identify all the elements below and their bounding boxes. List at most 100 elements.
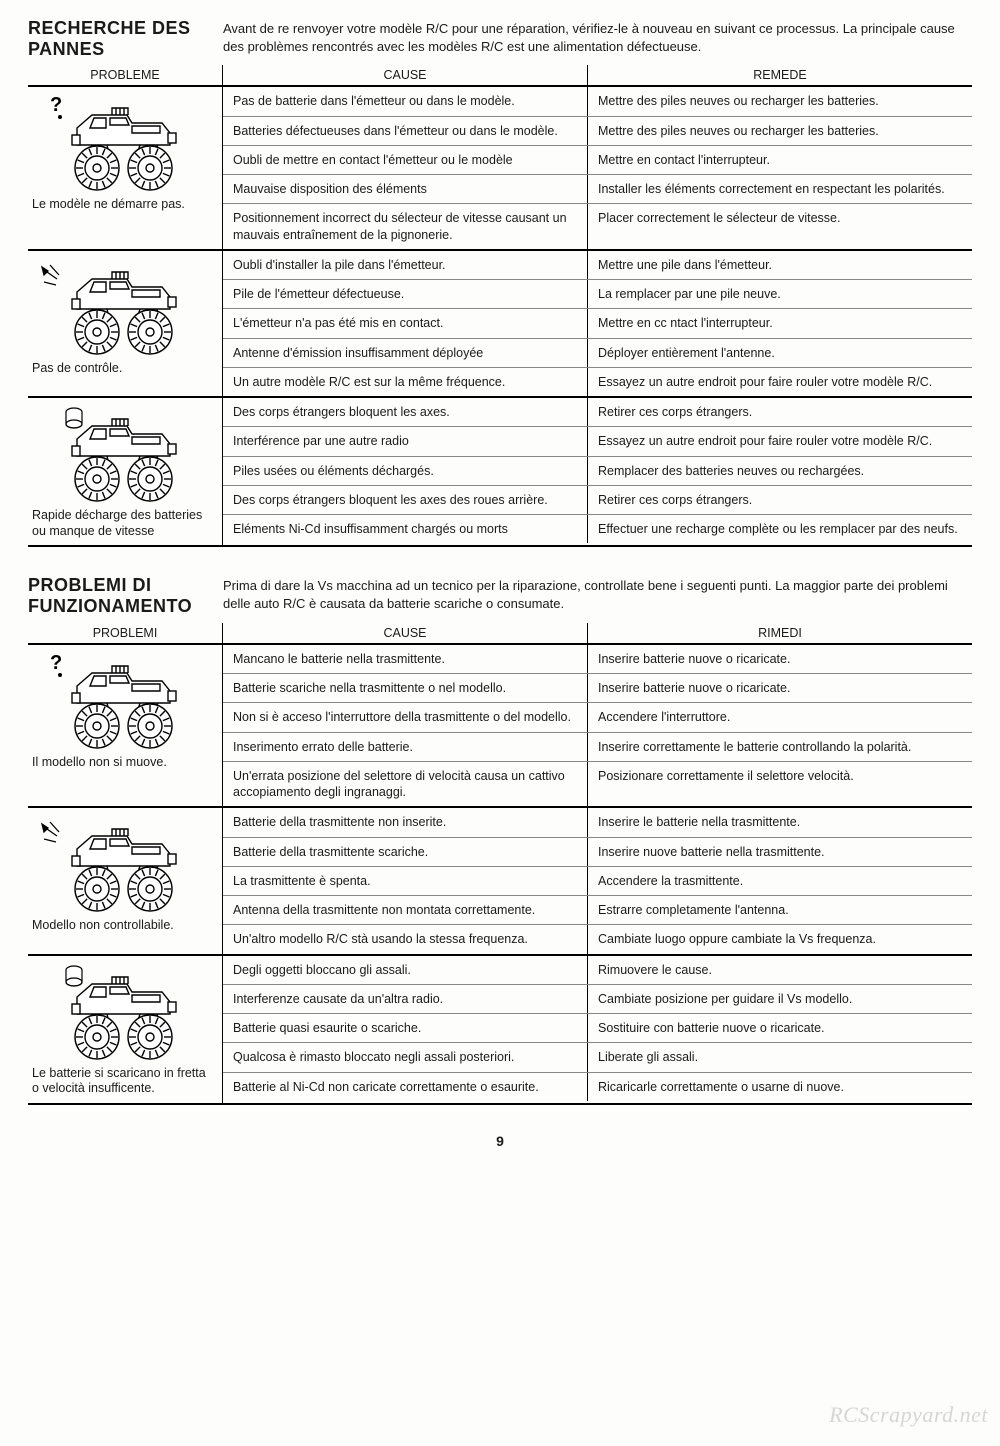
remedy-cell: Déployer entièrement l'antenne. (588, 339, 972, 367)
table-row: Mancano le batterie nella trasmittente. … (223, 645, 972, 674)
table-row: Batterie quasi esaurite o scariche. Sost… (223, 1014, 972, 1043)
cause-cell: Piles usées ou éléments déchargés. (223, 457, 588, 485)
table-row: Interferenze causate da un'altra radio. … (223, 985, 972, 1014)
remedy-cell: Estrarre completamente l'antenna. (588, 896, 972, 924)
truck-illustration (32, 814, 202, 914)
remedy-cell: Installer les éléments correctement en r… (588, 175, 972, 203)
truck-illustration (32, 962, 202, 1062)
cause-cell: Des corps étrangers bloquent les axes de… (223, 486, 588, 514)
cause-cell: Mauvaise disposition des éléments (223, 175, 588, 203)
remedy-cell: Mettre en cc ntact l'interrupteur. (588, 309, 972, 337)
cause-cell: Non si è acceso l'interruttore della tra… (223, 703, 588, 731)
cause-cell: Eléments Ni-Cd insuffisamment chargés ou… (223, 515, 588, 543)
column-headers: PROBLEME CAUSE REMEDE (28, 65, 972, 87)
problem-label: Le modèle ne démarre pas. (32, 197, 214, 213)
section-title: PROBLEMI DI FUNZIONAMENTO (28, 575, 223, 616)
header-remedy: RIMEDI (588, 623, 972, 643)
header-problem: PROBLEME (28, 65, 223, 85)
remedy-cell: Cambiate posizione per guidare il Vs mod… (588, 985, 972, 1013)
section-intro: Avant de re renvoyer votre modèle R/C po… (223, 18, 972, 55)
remedy-cell: Sostituire con batterie nuove o ricarica… (588, 1014, 972, 1042)
remedy-cell: Essayez un autre endroit pour faire roul… (588, 368, 972, 396)
cause-cell: Qualcosa è rimasto bloccato negli assali… (223, 1043, 588, 1071)
svg-text:?: ? (50, 94, 62, 116)
remedy-cell: Inserire le batterie nella trasmittente. (588, 808, 972, 836)
problem-cell: ? Le modèle ne démarre pas. (28, 87, 223, 249)
table-row: Pas de batterie dans l'émetteur ou dans … (223, 87, 972, 116)
cause-cell: Antenne d'émission insuffisamment déploy… (223, 339, 588, 367)
cause-cell: L'émetteur n'a pas été mis en contact. (223, 309, 588, 337)
header-remedy: REMEDE (588, 65, 972, 85)
problem-group: ? Le modèle ne démarre pas. Pas de batte… (28, 87, 972, 251)
problem-cell: Modello non controllabile. (28, 808, 223, 953)
table-row: Mauvaise disposition des éléments Instal… (223, 175, 972, 204)
remedy-cell: Inserire batterie nuove o ricaricate. (588, 674, 972, 702)
header-cause: CAUSE (223, 623, 588, 643)
table-row: Des corps étrangers bloquent les axes de… (223, 486, 972, 515)
truck-illustration: ? (32, 651, 202, 751)
remedy-cell: Accendere la trasmittente. (588, 867, 972, 895)
truck-illustration (32, 404, 202, 504)
cause-cell: Pile de l'émetteur défectueuse. (223, 280, 588, 308)
table-row: Eléments Ni-Cd insuffisamment chargés ou… (223, 515, 972, 543)
remedy-cell: Mettre en contact l'interrupteur. (588, 146, 972, 174)
cause-cell: Interferenze causate da un'altra radio. (223, 985, 588, 1013)
remedy-cell: Mettre une pile dans l'émetteur. (588, 251, 972, 279)
problem-label: Pas de contrôle. (32, 361, 214, 377)
problem-cell: Le batterie si scaricano in fretta o vel… (28, 956, 223, 1103)
table-row: L'émetteur n'a pas été mis en contact. M… (223, 309, 972, 338)
problem-cell: Rapide décharge des batteries ou manque … (28, 398, 223, 545)
watermark: RCScrapyard.net (829, 1402, 988, 1428)
remedy-cell: Remplacer des batteries neuves ou rechar… (588, 457, 972, 485)
cause-cell: Batterie scariche nella trasmittente o n… (223, 674, 588, 702)
cause-cell: Batterie della trasmittente non inserite… (223, 808, 588, 836)
problem-group: Modello non controllabile. Batterie dell… (28, 808, 972, 955)
remedy-cell: Cambiate luogo oppure cambiate la Vs fre… (588, 925, 972, 953)
table-row: Oubli d'installer la pile dans l'émetteu… (223, 251, 972, 280)
table-row: Batterie della trasmittente scariche. In… (223, 838, 972, 867)
cause-cell: Positionnement incorrect du sélecteur de… (223, 204, 588, 249)
cause-cell: Batterie della trasmittente scariche. (223, 838, 588, 866)
cause-cell: Un'errata posizione del selettore di vel… (223, 762, 588, 807)
truck-illustration: ? (32, 93, 202, 193)
section-title: RECHERCHE DES PANNES (28, 18, 223, 59)
table-row: Batterie al Ni-Cd non caricate correttam… (223, 1073, 972, 1101)
column-headers: PROBLEMI CAUSE RIMEDI (28, 623, 972, 645)
cause-cell: Oubli d'installer la pile dans l'émetteu… (223, 251, 588, 279)
table-row: Positionnement incorrect du sélecteur de… (223, 204, 972, 249)
troubleshoot-section: PROBLEMI DI FUNZIONAMENTO Prima di dare … (28, 575, 972, 1104)
remedy-cell: Ricaricarle correttamente o usarne di nu… (588, 1073, 972, 1101)
cause-cell: Interférence par une autre radio (223, 427, 588, 455)
table-row: Batteries défectueuses dans l'émetteur o… (223, 117, 972, 146)
table-row: Oubli de mettre en contact l'émetteur ou… (223, 146, 972, 175)
header-cause: CAUSE (223, 65, 588, 85)
cause-cell: Inserimento errato delle batterie. (223, 733, 588, 761)
table-row: Degli oggetti bloccano gli assali. Rimuo… (223, 956, 972, 985)
table-row: Interférence par une autre radio Essayez… (223, 427, 972, 456)
remedy-cell: Liberate gli assali. (588, 1043, 972, 1071)
table-row: Des corps étrangers bloquent les axes. R… (223, 398, 972, 427)
table-row: Batterie scariche nella trasmittente o n… (223, 674, 972, 703)
problem-cell: Pas de contrôle. (28, 251, 223, 396)
cause-cell: Oubli de mettre en contact l'émetteur ou… (223, 146, 588, 174)
problem-group: Pas de contrôle. Oubli d'installer la pi… (28, 251, 972, 398)
table-row: Pile de l'émetteur défectueuse. La rempl… (223, 280, 972, 309)
remedy-cell: Retirer ces corps étrangers. (588, 486, 972, 514)
remedy-cell: Essayez un autre endroit pour faire roul… (588, 427, 972, 455)
section-intro: Prima di dare la Vs macchina ad un tecni… (223, 575, 972, 612)
cause-cell: Batteries défectueuses dans l'émetteur o… (223, 117, 588, 145)
svg-text:?: ? (50, 652, 62, 674)
remedy-cell: Inserire nuove batterie nella trasmitten… (588, 838, 972, 866)
remedy-cell: Retirer ces corps étrangers. (588, 398, 972, 426)
table-row: Un'altro modello R/C stà usando la stess… (223, 925, 972, 953)
table-row: Qualcosa è rimasto bloccato negli assali… (223, 1043, 972, 1072)
remedy-cell: Inserire batterie nuove o ricaricate. (588, 645, 972, 673)
problem-group: Rapide décharge des batteries ou manque … (28, 398, 972, 547)
cause-cell: Des corps étrangers bloquent les axes. (223, 398, 588, 426)
remedy-cell: Mettre des piles neuves ou recharger les… (588, 87, 972, 115)
table-row: Antenna della trasmittente non montata c… (223, 896, 972, 925)
remedy-cell: Placer correctement le sélecteur de vite… (588, 204, 972, 249)
cause-cell: Un'altro modello R/C stà usando la stess… (223, 925, 588, 953)
table-row: La trasmittente è spenta. Accendere la t… (223, 867, 972, 896)
problem-group: ? Il modello non si muove. Mancano le ba… (28, 645, 972, 809)
